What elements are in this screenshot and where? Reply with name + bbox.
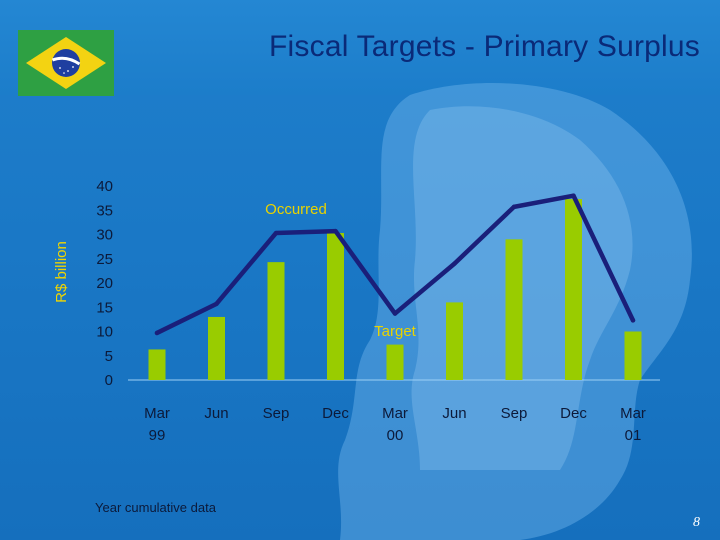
target-bar <box>267 262 285 380</box>
y-tick-label: 35 <box>96 202 113 219</box>
occurred-point <box>214 301 219 307</box>
y-tick-label: 5 <box>105 348 113 365</box>
occurred-series-label: Occurred <box>265 201 327 218</box>
occurred-point <box>154 330 160 336</box>
occurred-point <box>392 311 398 316</box>
target-bar <box>446 302 463 380</box>
target-bar <box>386 344 404 380</box>
target-bar <box>565 199 582 380</box>
y-tick-label: 25 <box>96 251 113 268</box>
x-tick-label: Sep <box>501 405 528 422</box>
x-tick-label-year: 01 <box>625 427 642 444</box>
slide-title: Fiscal Targets - Primary Surplus <box>269 30 700 63</box>
occurred-point <box>273 230 279 236</box>
y-axis-label: R$ billion <box>53 241 70 303</box>
footnote: Year cumulative data <box>95 500 216 515</box>
occurred-point <box>630 318 636 323</box>
y-tick-label: 0 <box>105 372 113 389</box>
x-tick-label: Jun <box>442 405 466 422</box>
y-tick-label: 15 <box>96 299 113 316</box>
page-number: 8 <box>693 515 700 530</box>
x-tick-label: Dec <box>322 405 349 422</box>
target-bar <box>505 239 523 380</box>
x-tick-label: Mar <box>382 405 408 422</box>
target-bar <box>624 331 642 380</box>
x-tick-label-year: 99 <box>149 427 166 444</box>
target-bar <box>327 233 344 380</box>
brazil-flag-icon <box>18 30 114 96</box>
series-labels: Occurred Target <box>265 201 417 340</box>
x-tick-label-year: 00 <box>387 427 404 444</box>
occurred-line <box>154 193 636 336</box>
y-tick-label: 20 <box>96 275 113 292</box>
occurred-point <box>511 204 517 210</box>
x-tick-label: Jun <box>204 405 228 422</box>
target-bar <box>208 316 225 380</box>
occurred-point <box>571 193 576 198</box>
y-tick-labels: 40 35 30 25 20 15 10 5 0 <box>96 178 113 389</box>
x-tick-label: Mar <box>144 405 170 422</box>
x-tick-label: Mar <box>620 405 646 422</box>
x-tick-label: Sep <box>263 405 290 422</box>
title-band <box>0 0 720 95</box>
target-bar <box>148 349 166 380</box>
y-tick-label: 40 <box>96 178 113 195</box>
occurred-point <box>333 228 338 234</box>
target-bars <box>148 199 642 380</box>
y-tick-label: 10 <box>96 324 113 341</box>
y-tick-label: 30 <box>96 227 113 244</box>
x-tick-labels: Mar 99 Jun Sep Dec Mar 00 Jun Sep Dec Mar 01 <box>144 405 646 444</box>
x-tick-label: Dec <box>560 405 587 422</box>
target-series-label: Target <box>374 323 417 340</box>
occurred-point <box>452 261 457 266</box>
